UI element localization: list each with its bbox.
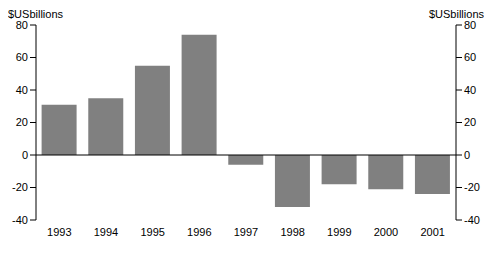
- svg-text:-20: -20: [464, 181, 480, 193]
- svg-text:-20: -20: [12, 181, 28, 193]
- svg-text:2001: 2001: [420, 226, 444, 238]
- svg-text:1997: 1997: [234, 226, 258, 238]
- svg-text:1994: 1994: [94, 226, 118, 238]
- svg-text:2000: 2000: [374, 226, 398, 238]
- svg-text:60: 60: [464, 51, 476, 63]
- svg-text:20: 20: [16, 116, 28, 128]
- svg-text:1999: 1999: [327, 226, 351, 238]
- svg-text:1998: 1998: [280, 226, 304, 238]
- html-text:$USbillions: $USbillions: [8, 8, 63, 20]
- svg-text:0: 0: [464, 149, 470, 161]
- html-text:$USbillions: $USbillions: [429, 8, 484, 20]
- svg-text:40: 40: [464, 84, 476, 96]
- svg-text:1996: 1996: [187, 226, 211, 238]
- svg-text:80: 80: [16, 19, 28, 31]
- svg-text:20: 20: [464, 116, 476, 128]
- svg-text:80: 80: [464, 19, 476, 31]
- svg-text:1995: 1995: [140, 226, 164, 238]
- svg-text:1993: 1993: [47, 226, 71, 238]
- svg-text:60: 60: [16, 51, 28, 63]
- svg-text:-40: -40: [464, 214, 480, 226]
- svg-text:40: 40: [16, 84, 28, 96]
- svg-text:0: 0: [22, 149, 28, 161]
- svg-text:-40: -40: [12, 214, 28, 226]
